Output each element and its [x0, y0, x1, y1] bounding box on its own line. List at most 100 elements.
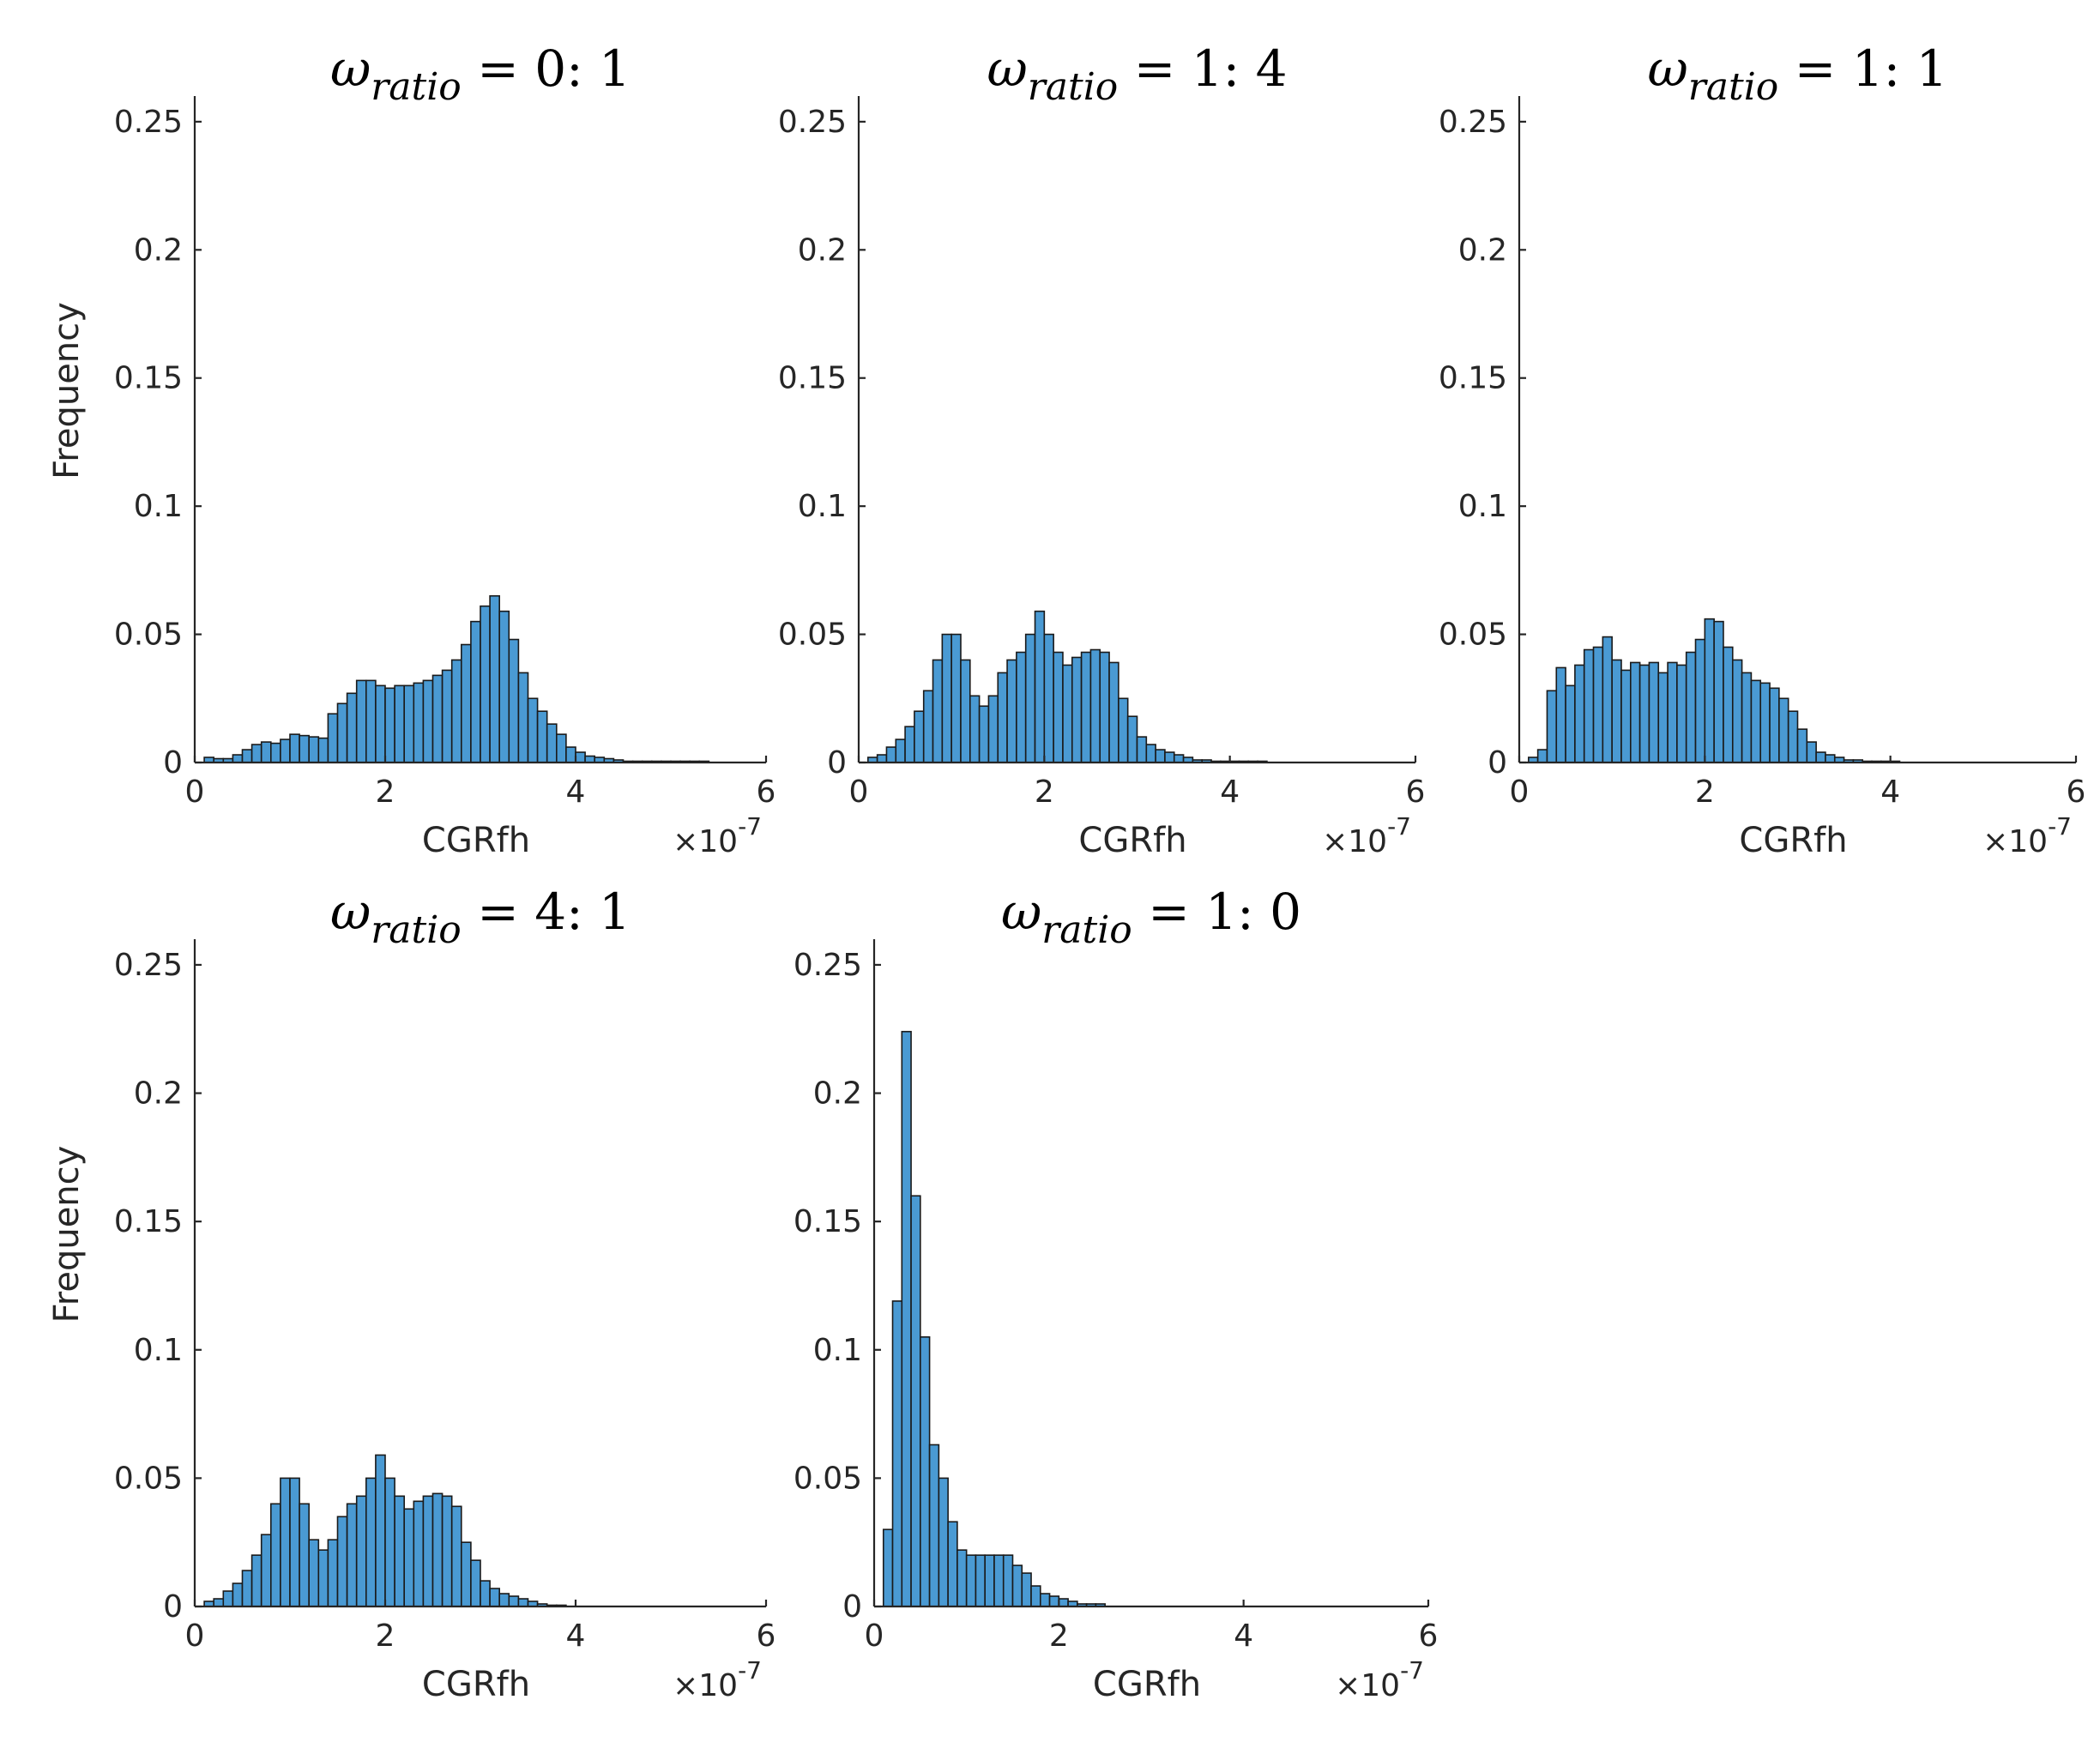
x-tick-label: 2	[376, 1618, 395, 1654]
histogram-bar	[422, 1495, 434, 1607]
histogram-bar	[470, 1559, 481, 1607]
x-axis-exponent: ×10-7	[673, 812, 762, 859]
histogram-bar	[394, 684, 406, 763]
histogram-bar	[965, 1554, 977, 1607]
histogram-bar	[1657, 672, 1669, 763]
histogram-bar	[299, 1503, 311, 1607]
x-axis-label: CGRfh	[1739, 821, 1847, 860]
y-tick-label: 0.2	[813, 1076, 862, 1112]
y-tick-label: 0.1	[798, 489, 847, 524]
x-tick-label: 2	[376, 775, 395, 810]
histogram-bar	[460, 1541, 472, 1607]
histogram-bar	[885, 746, 897, 763]
histogram-bar	[1071, 656, 1083, 763]
histogram-bar	[1164, 751, 1175, 763]
histogram-bar	[498, 610, 510, 763]
histogram-bar	[1040, 1593, 1051, 1607]
y-tick-label: 0.25	[794, 948, 862, 983]
histogram-bar	[1016, 651, 1027, 763]
histogram-bar	[1555, 666, 1566, 763]
histogram-bar	[895, 738, 906, 763]
histogram-bar	[1611, 659, 1622, 763]
y-tick-label: 0.05	[114, 618, 183, 653]
histogram-bar	[1546, 690, 1558, 763]
histogram-bar	[375, 684, 386, 763]
histogram-bar	[508, 1595, 520, 1607]
histogram-bar	[403, 1508, 415, 1607]
histogram-bar	[975, 1554, 987, 1607]
histogram-bar	[1648, 661, 1660, 763]
histogram-bar	[1108, 661, 1119, 763]
histogram-bar	[1815, 751, 1826, 763]
histogram-panel-4: 0 0.05 0.1 0.15 0.2 0.25 0 2 4 6 CGRfh ×10-7 Frequen…	[47, 883, 775, 1704]
histogram-bar	[904, 726, 915, 763]
histogram-bar	[1034, 610, 1046, 763]
x-tick-label: 0	[185, 1618, 205, 1654]
x-tick-label: 4	[566, 775, 586, 810]
histogram-bar	[1062, 664, 1073, 763]
histogram-panel-3: 0 0.05 0.1 0.15 0.2 0.25 0 2 4 6 CGRfh ×10-7 ωratio …	[1439, 39, 2086, 860]
histogram-bar	[480, 1580, 491, 1607]
histogram-bar	[317, 1549, 329, 1607]
histogram-bar	[1565, 684, 1576, 763]
histogram-bar	[517, 672, 529, 763]
histogram-bar	[932, 659, 944, 763]
x-tick-label: 0	[1510, 775, 1530, 810]
histogram-bar	[1731, 659, 1743, 763]
y-tick-label: 0.2	[1458, 232, 1507, 268]
histogram-bar	[891, 1300, 903, 1607]
x-tick-label: 6	[1406, 775, 1426, 810]
histogram-bar	[280, 738, 291, 763]
histogram-bar	[260, 741, 272, 763]
histogram-bar	[1694, 638, 1706, 763]
histogram-bar	[1685, 651, 1697, 763]
histogram-bar	[1058, 1598, 1069, 1607]
histogram-bar	[213, 1598, 225, 1607]
y-tick-label: 0	[1488, 745, 1507, 781]
histogram-bar	[241, 1570, 253, 1607]
panel-title: ωratio = 0: 1	[330, 39, 631, 109]
histogram-bar	[1021, 1572, 1032, 1607]
y-tick-label: 0.15	[114, 1204, 183, 1239]
histogram-bar	[317, 737, 329, 763]
histogram-bar	[1155, 749, 1166, 763]
histogram-bar	[413, 682, 425, 763]
x-axis-exponent: ×10-7	[1335, 1656, 1424, 1703]
histogram-bar	[938, 1477, 949, 1607]
histogram-bar	[1099, 651, 1110, 763]
histogram-bars	[882, 1030, 1106, 1607]
histogram-bar	[1667, 661, 1678, 763]
panel-title: ωratio = 4: 1	[330, 883, 631, 952]
histogram-bar	[920, 1336, 931, 1607]
histogram-bar	[375, 1454, 386, 1607]
x-axis-label: CGRfh	[422, 1665, 530, 1704]
y-tick-label: 0.15	[114, 361, 183, 396]
histogram-bar	[508, 638, 520, 763]
histogram-bars	[1528, 618, 1901, 763]
histogram-bar	[480, 605, 491, 763]
histogram-bar	[922, 690, 934, 763]
histogram-bar	[536, 710, 548, 763]
y-tick-label: 0.05	[114, 1461, 183, 1496]
histogram-bar	[232, 1582, 244, 1607]
histogram-bar	[910, 1195, 921, 1607]
histogram-bar	[260, 1534, 272, 1607]
histogram-bar	[299, 734, 311, 763]
histogram-bar	[1002, 1554, 1014, 1607]
histogram-bar	[969, 695, 981, 763]
histogram-bar	[241, 749, 253, 763]
histogram-bar	[1769, 687, 1780, 763]
histogram-bar	[1006, 659, 1017, 763]
histogram-bar	[997, 672, 1008, 763]
x-tick-label: 4	[1234, 1618, 1253, 1654]
histogram-bar	[489, 594, 500, 763]
histogram-bar	[336, 702, 348, 763]
histogram-bar	[1080, 651, 1092, 763]
x-axis-label: CGRfh	[1093, 1665, 1201, 1704]
y-tick-label: 0.25	[114, 948, 183, 983]
histogram-bar	[289, 733, 300, 763]
histogram-bar	[1053, 651, 1064, 763]
histogram-bar	[1024, 633, 1036, 763]
histogram-bar	[1011, 1564, 1023, 1607]
histogram-bar	[346, 1503, 358, 1607]
